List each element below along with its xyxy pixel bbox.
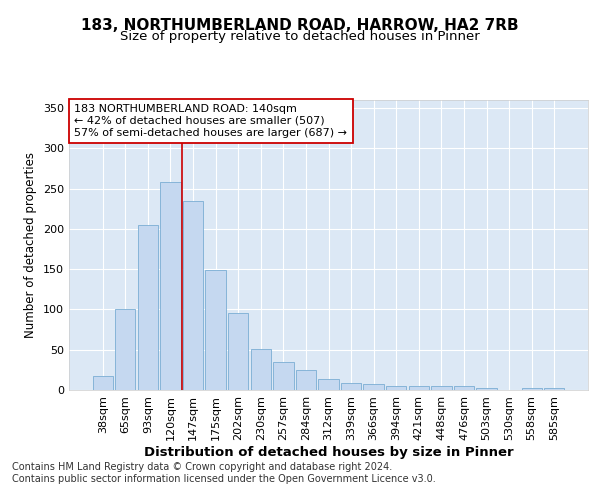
- Bar: [386, 386, 406, 390]
- Bar: [160, 182, 181, 390]
- Text: Size of property relative to detached houses in Pinner: Size of property relative to detached ho…: [120, 30, 480, 43]
- Bar: [544, 388, 565, 390]
- Bar: [115, 310, 136, 390]
- Bar: [454, 386, 474, 390]
- Bar: [296, 370, 316, 390]
- Bar: [431, 386, 452, 390]
- Bar: [476, 388, 497, 390]
- Bar: [319, 378, 338, 390]
- Bar: [364, 384, 384, 390]
- Text: 183, NORTHUMBERLAND ROAD, HARROW, HA2 7RB: 183, NORTHUMBERLAND ROAD, HARROW, HA2 7R…: [81, 18, 519, 32]
- Bar: [273, 362, 293, 390]
- Bar: [183, 200, 203, 390]
- Bar: [205, 270, 226, 390]
- Text: Contains HM Land Registry data © Crown copyright and database right 2024.
Contai: Contains HM Land Registry data © Crown c…: [12, 462, 436, 484]
- Bar: [138, 225, 158, 390]
- Bar: [409, 386, 429, 390]
- Bar: [341, 383, 361, 390]
- Y-axis label: Number of detached properties: Number of detached properties: [25, 152, 37, 338]
- Bar: [92, 376, 113, 390]
- Bar: [521, 388, 542, 390]
- Bar: [228, 314, 248, 390]
- Bar: [251, 349, 271, 390]
- Text: 183 NORTHUMBERLAND ROAD: 140sqm
← 42% of detached houses are smaller (507)
57% o: 183 NORTHUMBERLAND ROAD: 140sqm ← 42% of…: [74, 104, 347, 138]
- X-axis label: Distribution of detached houses by size in Pinner: Distribution of detached houses by size …: [143, 446, 514, 458]
